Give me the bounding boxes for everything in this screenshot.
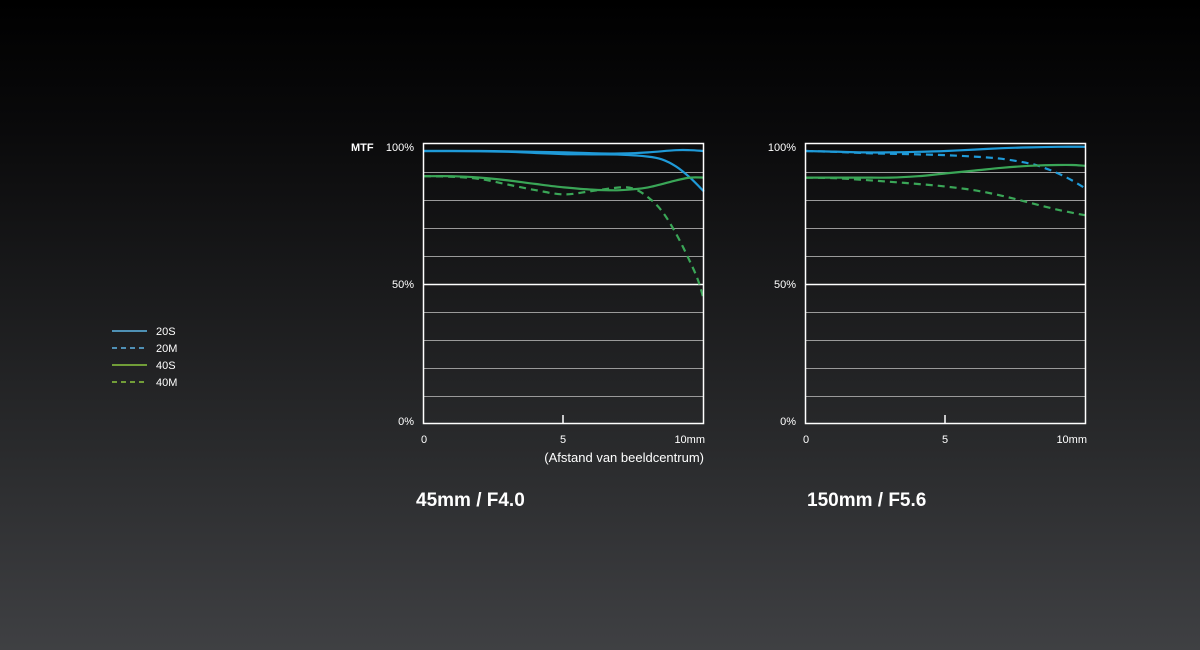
plot-frame (422, 142, 705, 425)
chart-150mm: 100% 50% 0% 0 5 10mm 150mm / F5.6 (768, 142, 1087, 511)
x-tick-label-5: 5 (560, 434, 566, 446)
y-tick-label-100: 100% (768, 142, 796, 154)
x-tick-label-10: 10mm (1056, 434, 1087, 446)
x-tick-label-10: 10mm (674, 434, 705, 446)
series-line-20m (805, 149, 1087, 190)
grid-lines (806, 172, 1086, 397)
series-line-40s (805, 163, 1087, 179)
y-tick-label-50: 50% (392, 279, 414, 291)
series-line-40m (423, 175, 706, 302)
y-tick-label-50: 50% (774, 279, 796, 291)
legend-label-40m: 40M (156, 377, 177, 389)
chart-45mm: MTF 100% 50% 0% 0 5 10mm (Afstand van be… (351, 142, 706, 511)
x-tick-label-0: 0 (421, 434, 427, 446)
y-tick-label-100: 100% (386, 142, 414, 154)
series-layer (423, 148, 706, 302)
series-line-40s (423, 175, 705, 192)
series-line-20s (805, 145, 1087, 154)
plot-frame (804, 142, 1087, 425)
y-axis-label: MTF (351, 142, 374, 154)
legend-label-20s: 20S (156, 326, 176, 338)
chart-title: 150mm / F5.6 (807, 490, 926, 511)
grid-lines (424, 172, 704, 397)
legend: 20S 20M 40S 40M (112, 326, 177, 389)
chart-title: 45mm / F4.0 (416, 490, 525, 511)
series-layer (805, 145, 1087, 217)
x-axis-label: (Afstand van beeldcentrum) (544, 450, 704, 465)
legend-label-20m: 20M (156, 343, 177, 355)
y-tick-label-0: 0% (398, 416, 414, 428)
y-tick-label-0: 0% (780, 416, 796, 428)
series-line-20m (424, 149, 705, 193)
series-line-40m (805, 176, 1087, 217)
x-tick-label-0: 0 (803, 434, 809, 446)
legend-label-40s: 40S (156, 360, 176, 372)
x-tick-label-5: 5 (942, 434, 948, 446)
